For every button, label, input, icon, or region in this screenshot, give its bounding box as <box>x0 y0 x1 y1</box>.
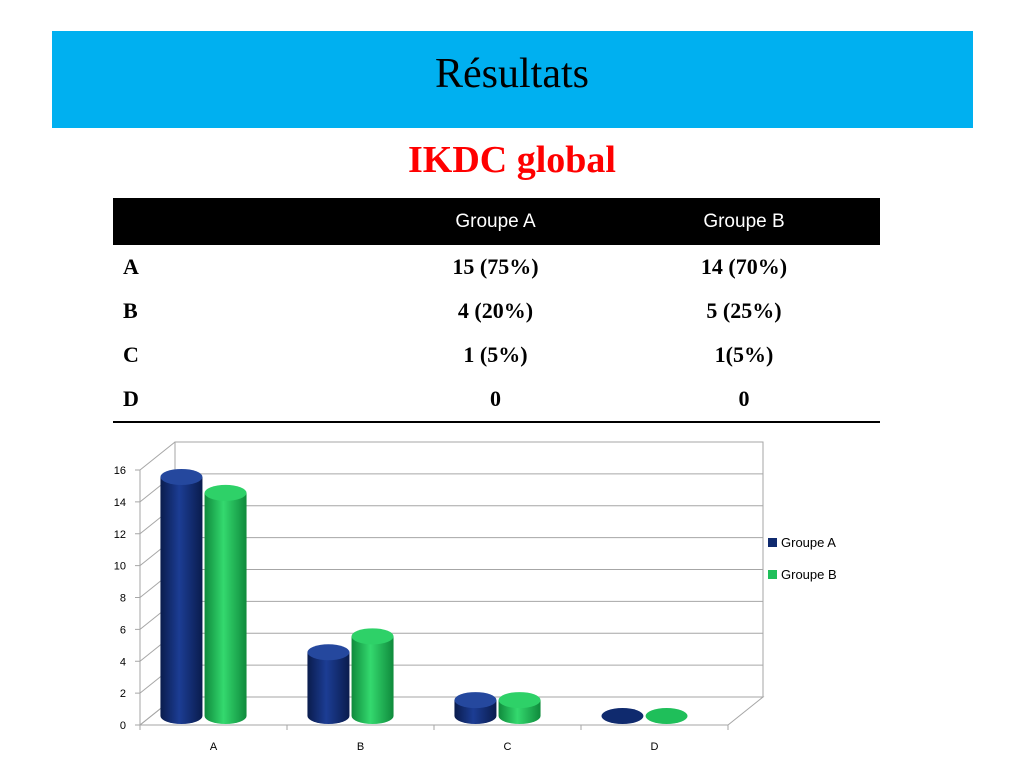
slide-title: Résultats <box>435 51 589 97</box>
gridline-side <box>139 441 176 471</box>
bar-groupe-a-d-top <box>601 708 644 724</box>
bar-groupe-a-b <box>307 644 350 724</box>
y-tick-label: 14 <box>114 497 126 509</box>
bar-groupe-b-a-top <box>204 484 247 501</box>
cell-groupe-a: 15 (75%) <box>452 254 539 279</box>
bar-groupe-a-c <box>454 692 497 724</box>
bar-groupe-b-d <box>645 708 688 724</box>
row-label: B <box>123 298 138 323</box>
x-tick-label: C <box>504 741 512 753</box>
bar-groupe-a-a-top <box>160 468 203 485</box>
bar-groupe-b-b <box>351 628 394 724</box>
x-tick-label: B <box>357 741 364 753</box>
y-tick-label: 2 <box>120 688 126 700</box>
cell-groupe-a: 1 (5%) <box>463 342 528 367</box>
row-label: C <box>123 342 139 367</box>
bar-groupe-a-d <box>601 708 644 724</box>
y-tick-label: 16 <box>114 465 126 477</box>
x-tick-label: D <box>651 741 659 753</box>
cell-groupe-b: 5 (25%) <box>706 298 782 323</box>
x-tick-label: A <box>210 741 218 753</box>
y-tick-label: 8 <box>120 593 126 605</box>
title-banner <box>52 31 973 128</box>
y-tick-label: 12 <box>114 529 126 541</box>
bar-groupe-a-a <box>160 468 203 724</box>
cell-groupe-b: 1(5%) <box>714 342 774 367</box>
table-header-groupe-a: Groupe A <box>383 198 608 245</box>
bar-groupe-a-b-body <box>307 652 350 724</box>
y-tick-label: 4 <box>120 656 126 668</box>
table-row: B 4 (20%) 5 (25%) <box>113 289 880 333</box>
cell-groupe-a: 0 <box>383 377 608 423</box>
table-header-row: Groupe A Groupe B <box>113 198 880 245</box>
bar-groupe-a-c-top <box>454 692 497 709</box>
legend-label-groupe-a: Groupe A <box>781 535 836 550</box>
slide-subtitle: IKDC global <box>408 139 616 181</box>
row-label: D <box>113 377 383 423</box>
cell-groupe-b: 0 <box>608 377 880 423</box>
legend-label-groupe-b: Groupe B <box>781 567 837 582</box>
results-table: Groupe A Groupe B A 15 (75%) 14 (70%) B … <box>113 198 880 423</box>
bar-groupe-b-a <box>204 484 247 724</box>
legend-swatch-groupe-b <box>768 570 777 579</box>
bar-groupe-a-b-top <box>307 644 350 661</box>
y-tick-label: 6 <box>120 624 126 636</box>
bar-groupe-a-a-body <box>160 476 203 724</box>
y-tick-label: 10 <box>114 561 126 573</box>
bar-groupe-b-c-top <box>498 692 541 709</box>
bar-groupe-b-d-top <box>645 708 688 724</box>
table-row: D 0 0 <box>113 377 880 423</box>
table-header-groupe-b: Groupe B <box>608 198 880 245</box>
cell-groupe-b: 14 (70%) <box>700 254 788 279</box>
bar-groupe-b-b-body <box>351 636 394 724</box>
ikdc-bar-chart: 0 2 4 6 8 10 12 14 16 A B C D Groupe A Groupe B <box>114 441 837 753</box>
table-row: C 1 (5%) 1(5%) <box>113 333 880 377</box>
bar-groupe-b-a-body <box>204 492 247 724</box>
bar-groupe-b-c <box>498 692 541 724</box>
row-label: A <box>123 254 139 279</box>
table-header-empty <box>113 198 383 245</box>
table-row: A 15 (75%) 14 (70%) <box>113 245 880 289</box>
legend-swatch-groupe-a <box>768 538 777 547</box>
bar-groupe-b-b-top <box>351 628 394 645</box>
cell-groupe-a: 4 (20%) <box>457 298 534 323</box>
y-tick-label: 0 <box>120 720 126 732</box>
